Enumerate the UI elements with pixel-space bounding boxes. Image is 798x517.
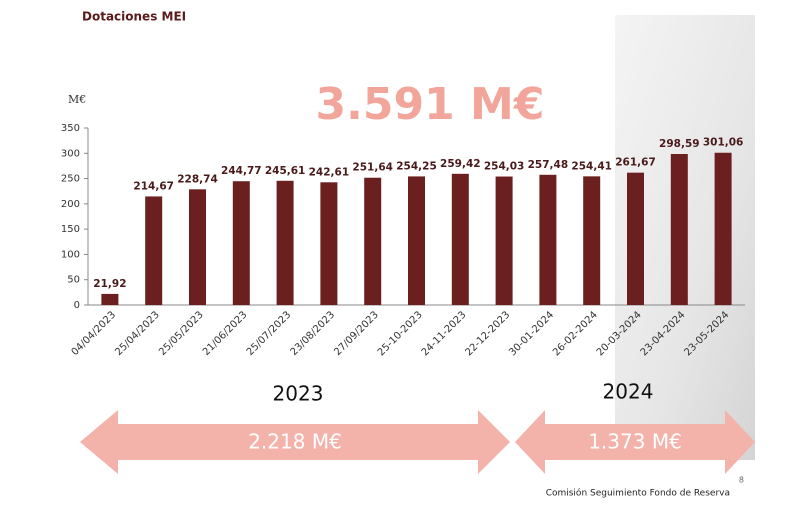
y-tick-label: 250 xyxy=(61,174,80,185)
period-total: 1.373 M€ xyxy=(588,430,682,454)
x-tick-label: 24-11-2023 xyxy=(420,309,469,358)
period-total: 2.218 M€ xyxy=(248,430,342,454)
value-label: 257,48 xyxy=(528,159,569,171)
bar xyxy=(189,189,206,305)
bar xyxy=(320,182,338,305)
bar xyxy=(583,176,601,305)
bar xyxy=(364,177,382,305)
total: 3.591 M€ xyxy=(316,79,545,130)
bar xyxy=(451,173,469,305)
bar xyxy=(670,153,688,305)
x-tick-label: 21/06/2023 xyxy=(201,309,250,358)
value-label: 21,92 xyxy=(93,278,126,290)
value-label: 301,06 xyxy=(703,137,744,149)
value-label: 245,61 xyxy=(265,165,306,177)
x-tick-label: 27/09/2023 xyxy=(332,309,381,358)
value-label: 214,67 xyxy=(133,180,174,192)
x-tick-label: 26-02-2024 xyxy=(551,309,600,358)
value-label: 228,74 xyxy=(177,173,218,185)
bar xyxy=(714,152,732,305)
x-tick-label: 30-01-2024 xyxy=(507,309,556,358)
arrow-2024 xyxy=(515,410,755,474)
bar xyxy=(276,180,294,305)
x-tick-label: 22-12-2023 xyxy=(463,309,512,358)
value-label: 254,25 xyxy=(396,160,437,172)
value-label: 298,59 xyxy=(659,138,700,150)
x-tick-label: 25-10-2023 xyxy=(376,309,425,358)
y-tick-label: 50 xyxy=(67,275,80,286)
y-axis-label: M€ xyxy=(68,93,86,106)
bar xyxy=(145,196,163,305)
bar xyxy=(539,174,557,305)
y-tick-label: 150 xyxy=(61,224,80,235)
value-label: 242,61 xyxy=(309,166,350,178)
bar xyxy=(101,293,119,305)
x-tick-label: 04/04/2023 xyxy=(70,309,119,358)
y-tick-label: 0 xyxy=(74,300,80,311)
bar xyxy=(408,176,425,305)
y-tick-label: 300 xyxy=(61,148,80,159)
value-label: 244,77 xyxy=(221,165,262,177)
slide-title: Dotaciones MEI xyxy=(82,10,186,24)
year-label: 2023 xyxy=(273,382,324,406)
y-tick-label: 350 xyxy=(61,123,80,134)
value-label: 259,42 xyxy=(440,158,481,170)
page-number: 8 xyxy=(739,476,744,485)
y-tick-label: 100 xyxy=(61,249,80,260)
bar xyxy=(627,172,644,305)
bar xyxy=(495,176,513,305)
x-tick-label: 23/08/2023 xyxy=(289,309,338,358)
year-label: 2024 xyxy=(603,380,654,404)
value-label: 261,67 xyxy=(615,157,656,169)
footer: Comisión Seguimiento Fondo de Reserva xyxy=(546,488,730,499)
arrow-2023 xyxy=(80,410,510,474)
value-label: 251,64 xyxy=(352,162,393,174)
y-tick-label: 200 xyxy=(61,199,80,210)
value-label: 254,41 xyxy=(571,160,612,172)
x-tick-label: 25/07/2023 xyxy=(245,309,294,358)
bar xyxy=(232,181,250,305)
x-tick-label: 25/05/2023 xyxy=(157,309,206,358)
value-label: 254,03 xyxy=(484,161,525,173)
x-tick-label: 25/04/2023 xyxy=(113,309,162,358)
